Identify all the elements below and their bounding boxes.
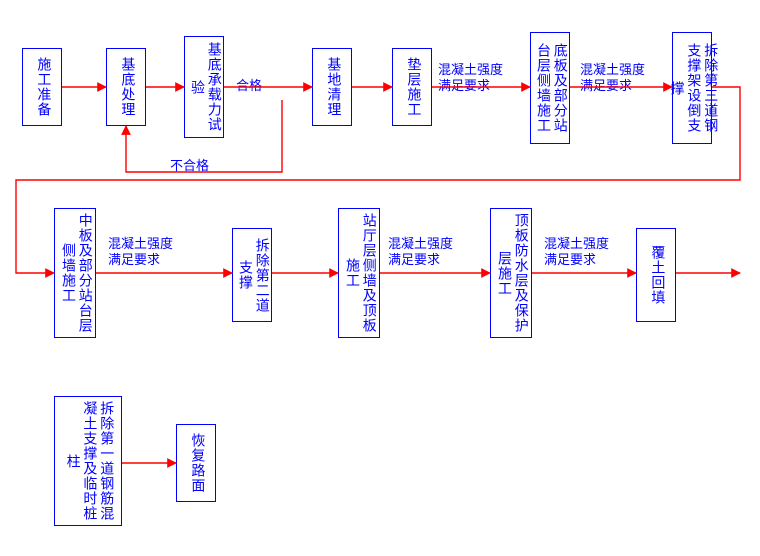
node-cushion-layer: 垫层施工 — [392, 48, 432, 126]
label-strength-row1-a: 混凝土强度满足要求 — [438, 62, 503, 95]
node-text: 拆除第三道钢支撑架设倒支撑 — [667, 37, 717, 139]
node-remove-1st-brace: 拆除第一道钢筋混凝土支撑及临时桩柱 — [54, 396, 122, 526]
node-text: 垫层施工 — [404, 57, 421, 117]
node-base-treatment: 基底处理 — [106, 48, 146, 126]
node-text: 底板及部分站台层侧墙施工 — [533, 37, 567, 139]
label-pass: 合格 — [236, 78, 262, 94]
node-text: 拆除第二道支撑 — [235, 233, 269, 317]
node-restore-road: 恢复路面 — [176, 424, 216, 502]
node-text: 基底承载力试验 — [187, 41, 221, 133]
label-strength-row2-a: 混凝土强度满足要求 — [108, 236, 173, 269]
node-backfill: 覆土回填 — [636, 228, 676, 322]
node-hall-wall-top-slab: 站厅层侧墙及顶板施工 — [338, 208, 380, 338]
node-top-slab-waterproof: 顶板防水层及保护层施工 — [490, 208, 532, 338]
node-text: 施工准备 — [34, 57, 51, 117]
node-text: 基地清理 — [324, 57, 341, 117]
label-strength-row1-b: 混凝土强度满足要求 — [580, 62, 645, 95]
node-text: 覆土回填 — [648, 245, 665, 305]
node-text: 中板及部分站台层侧墙施工 — [58, 213, 92, 333]
node-bottom-slab-wall: 底板及部分站台层侧墙施工 — [530, 32, 570, 144]
node-text: 拆除第一道钢筋混凝土支撑及临时桩柱 — [63, 401, 113, 521]
node-text: 恢复路面 — [188, 433, 205, 493]
node-text: 顶板防水层及保护层施工 — [494, 213, 528, 333]
node-text: 基底处理 — [118, 57, 135, 117]
node-remove-3rd-brace: 拆除第三道钢支撑架设倒支撑 — [672, 32, 712, 144]
label-strength-row2-b: 混凝土强度满足要求 — [388, 236, 453, 269]
label-strength-row2-c: 混凝土强度满足要求 — [544, 236, 609, 269]
label-fail: 不合格 — [170, 158, 209, 174]
node-bearing-test: 基底承载力试验 — [184, 36, 224, 138]
node-base-cleaning: 基地清理 — [312, 48, 352, 126]
node-mid-slab-wall: 中板及部分站台层侧墙施工 — [54, 208, 96, 338]
node-construction-prep: 施工准备 — [22, 48, 62, 126]
node-remove-2nd-brace: 拆除第二道支撑 — [232, 228, 272, 322]
node-text: 站厅层侧墙及顶板施工 — [342, 213, 376, 333]
